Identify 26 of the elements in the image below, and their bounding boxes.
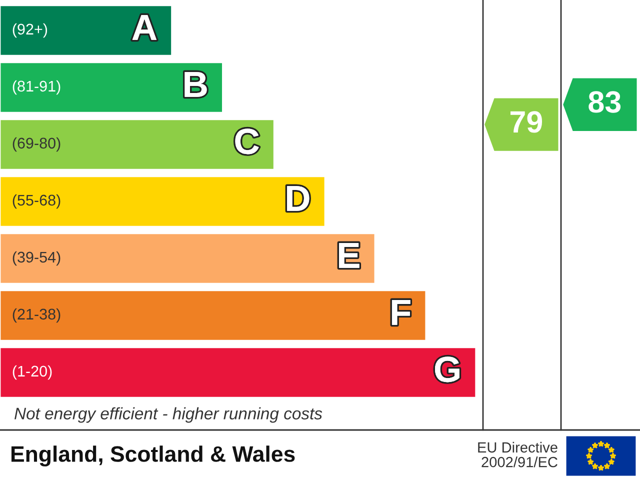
text: Not energy efficient - higher running costs [14, 407, 322, 423]
annotation: (81-91) [12, 80, 60, 95]
y-tick-label: C [235, 128, 259, 154]
annotation: (1-20) [12, 365, 52, 380]
y-tick-label: G [434, 356, 460, 382]
bar [0, 118, 275, 170]
y-tick-label: D [287, 186, 310, 211]
annotation: (69-80) [12, 137, 60, 152]
annotation: (39-54) [12, 251, 60, 266]
bar [0, 346, 477, 398]
y-tick-label: A [132, 14, 157, 40]
annotation: (92+) [12, 23, 48, 38]
text: 79 [510, 111, 542, 133]
bar [0, 232, 376, 284]
bar [0, 176, 326, 228]
y-tick-label: E [339, 242, 360, 268]
y-tick-label: B [184, 72, 207, 97]
y-tick-label: F [392, 300, 410, 325]
annotation: (21-38) [12, 308, 60, 323]
bar [0, 62, 224, 114]
bar [0, 290, 427, 342]
text: EU Directive 2002/91/EC [478, 442, 558, 468]
annotation: (55-68) [12, 194, 60, 209]
bar [0, 4, 172, 56]
text: 83 [588, 91, 621, 113]
text: England, Scotland & Wales [11, 446, 295, 466]
